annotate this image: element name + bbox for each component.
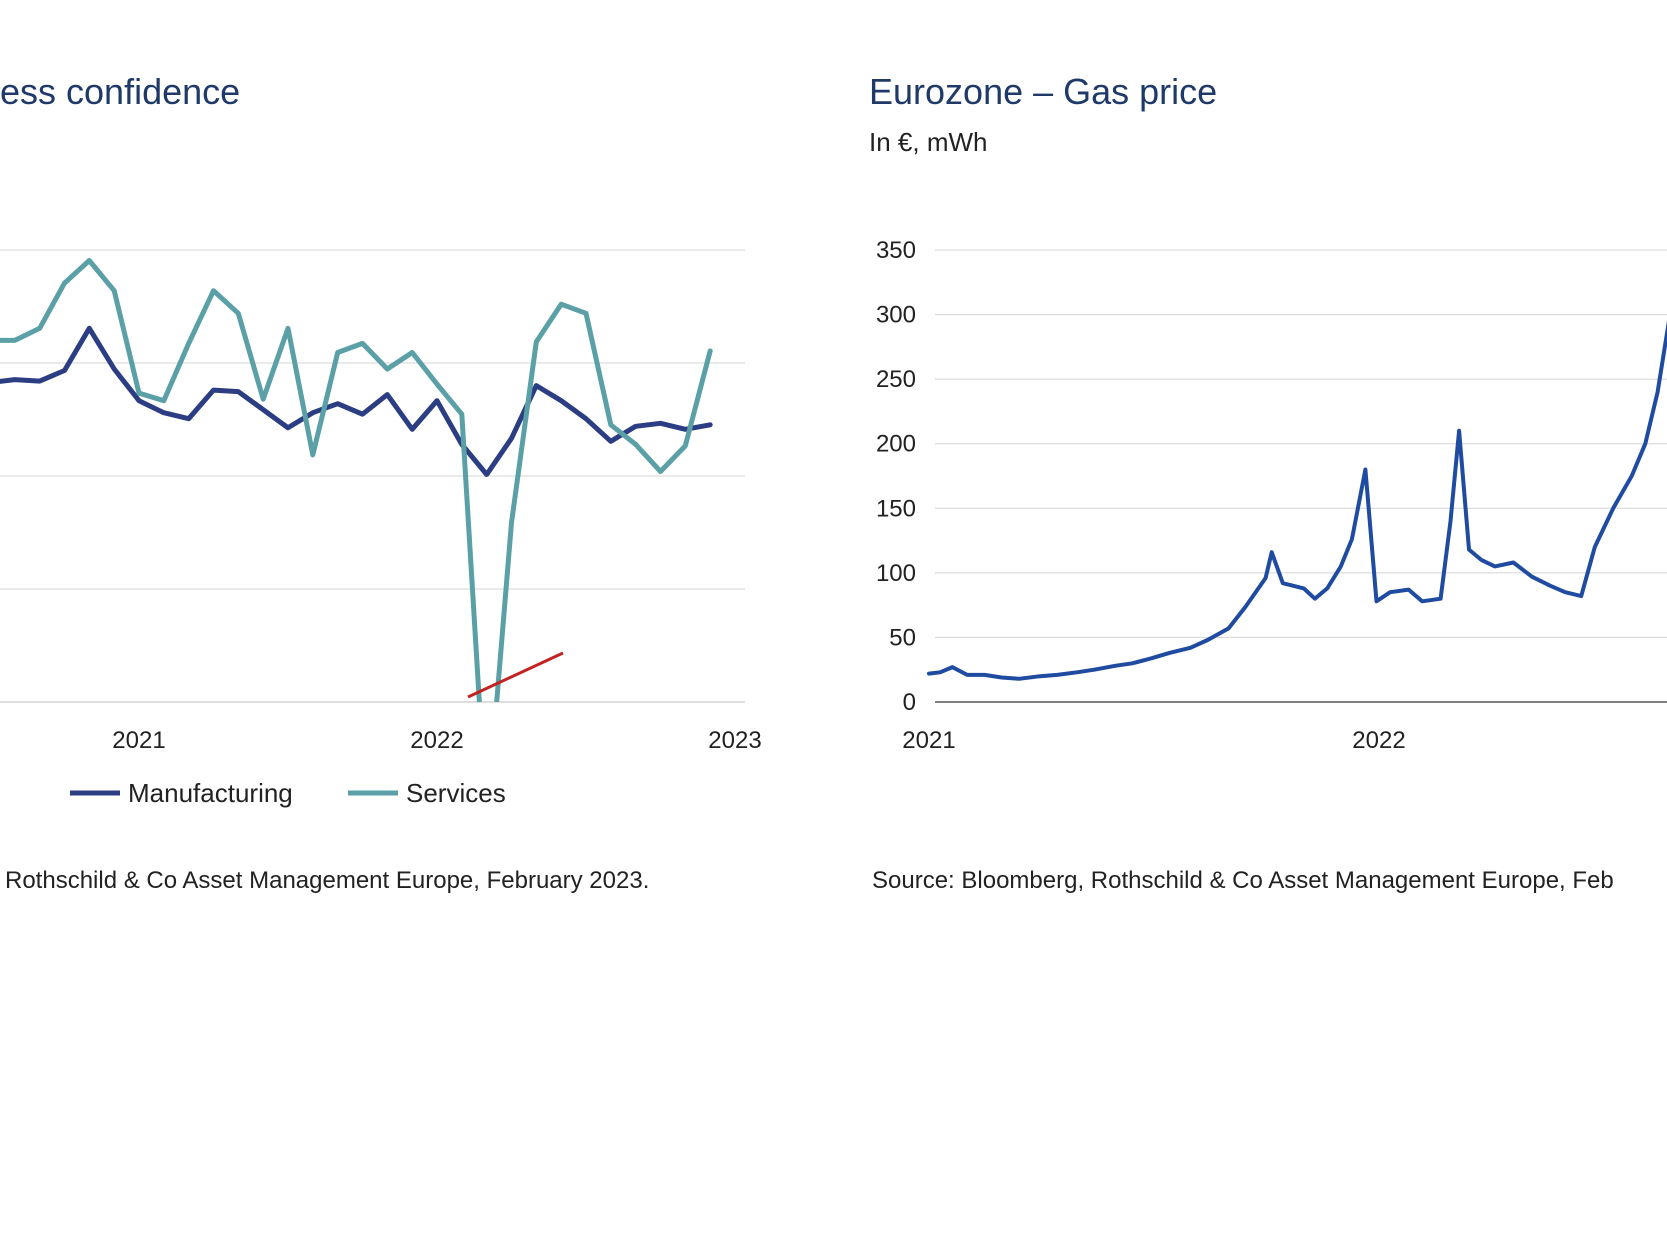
right-gridlines xyxy=(935,249,1667,703)
right-x-tick-labels: 2021 2022 xyxy=(902,727,1405,754)
right-chart-subtitle: In €, mWh xyxy=(869,127,987,157)
left-chart-title: ess confidence xyxy=(0,71,240,112)
right-y-tick-label: 200 xyxy=(876,431,916,458)
right-y-tick-label: 350 xyxy=(876,237,916,264)
annotation-red-line xyxy=(467,651,564,699)
right-y-tick-label: 50 xyxy=(889,624,916,651)
legend-label-manufacturing: Manufacturing xyxy=(128,778,293,808)
right-y-tick-label: 250 xyxy=(876,366,916,393)
right-y-tick-label: 100 xyxy=(876,560,916,587)
left-source-note: Rothschild & Co Asset Management Europe,… xyxy=(5,867,649,894)
gas-price-chart: Eurozone – Gas price In €, mWh 0 50 100 150… xyxy=(869,71,1667,894)
left-x-tick-label: 2023 xyxy=(708,727,761,754)
left-gridlines xyxy=(0,249,745,703)
right-chart-title: Eurozone – Gas price xyxy=(869,71,1217,112)
legend-label-services: Services xyxy=(406,778,506,808)
left-x-tick-label: 2022 xyxy=(410,727,463,754)
right-y-tick-label: 150 xyxy=(876,495,916,522)
right-x-tick-label: 2022 xyxy=(1352,727,1405,754)
right-source-note: Source: Bloomberg, Rothschild & Co Asset… xyxy=(872,867,1614,894)
right-y-tick-labels: 0 50 100 150 200 250 300 350 xyxy=(876,237,916,716)
left-x-tick-labels: 2021 2022 2023 xyxy=(112,727,761,754)
right-x-tick-label: 2021 xyxy=(902,727,955,754)
left-x-tick-label: 2021 xyxy=(112,727,165,754)
series-line-gas-price xyxy=(927,320,1667,681)
right-y-tick-label: 300 xyxy=(876,302,916,329)
right-y-tick-label: 0 xyxy=(903,689,916,716)
legend: Manufacturing Services xyxy=(70,778,506,808)
left-series-lines xyxy=(0,258,713,702)
business-confidence-chart: ess confidence 2021 2022 2023 Manufacturin… xyxy=(0,71,762,894)
right-series-lines xyxy=(927,320,1667,681)
series-line-manufacturing xyxy=(0,325,713,477)
series-line-services xyxy=(0,258,713,702)
